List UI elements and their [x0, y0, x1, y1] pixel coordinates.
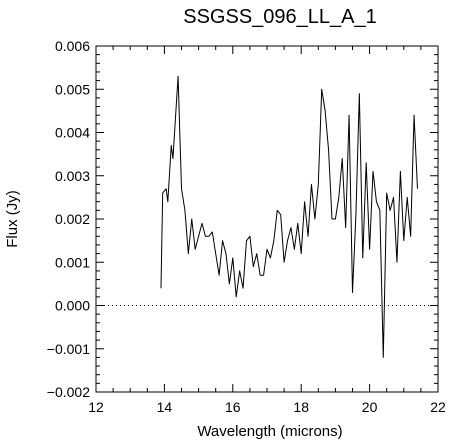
y-tick-label: −0.002	[47, 384, 90, 400]
x-tick-label: 12	[88, 399, 104, 415]
axis-tick-labels: 12 14 16 18 20 22 −0.002 −0.001 0.000 0.001 0.002 0…	[47, 38, 446, 415]
axis-ticks	[95, 45, 439, 393]
y-tick-label: 0.005	[55, 81, 90, 97]
chart-title: SSGSS_096_LL_A_1	[183, 6, 377, 28]
x-tick-label: 22	[430, 399, 446, 415]
plot-frame	[95, 45, 439, 393]
y-tick-label: 0.006	[55, 38, 90, 54]
y-tick-label: 0.002	[55, 211, 90, 227]
series-line	[160, 75, 418, 358]
y-tick-label: 0.004	[55, 125, 90, 141]
x-tick-label: 18	[293, 399, 309, 415]
series-group	[160, 75, 418, 358]
x-tick-label: 14	[157, 399, 173, 415]
y-axis-label: Flux (Jy)	[4, 190, 21, 248]
y-tick-label: −0.001	[47, 341, 90, 357]
y-tick-label: 0.003	[55, 168, 90, 184]
x-tick-label: 20	[362, 399, 378, 415]
x-tick-label: 16	[225, 399, 241, 415]
x-axis-label: Wavelength (microns)	[197, 423, 342, 440]
y-tick-label: 0.001	[55, 254, 90, 270]
y-tick-label: 0.000	[55, 298, 90, 314]
